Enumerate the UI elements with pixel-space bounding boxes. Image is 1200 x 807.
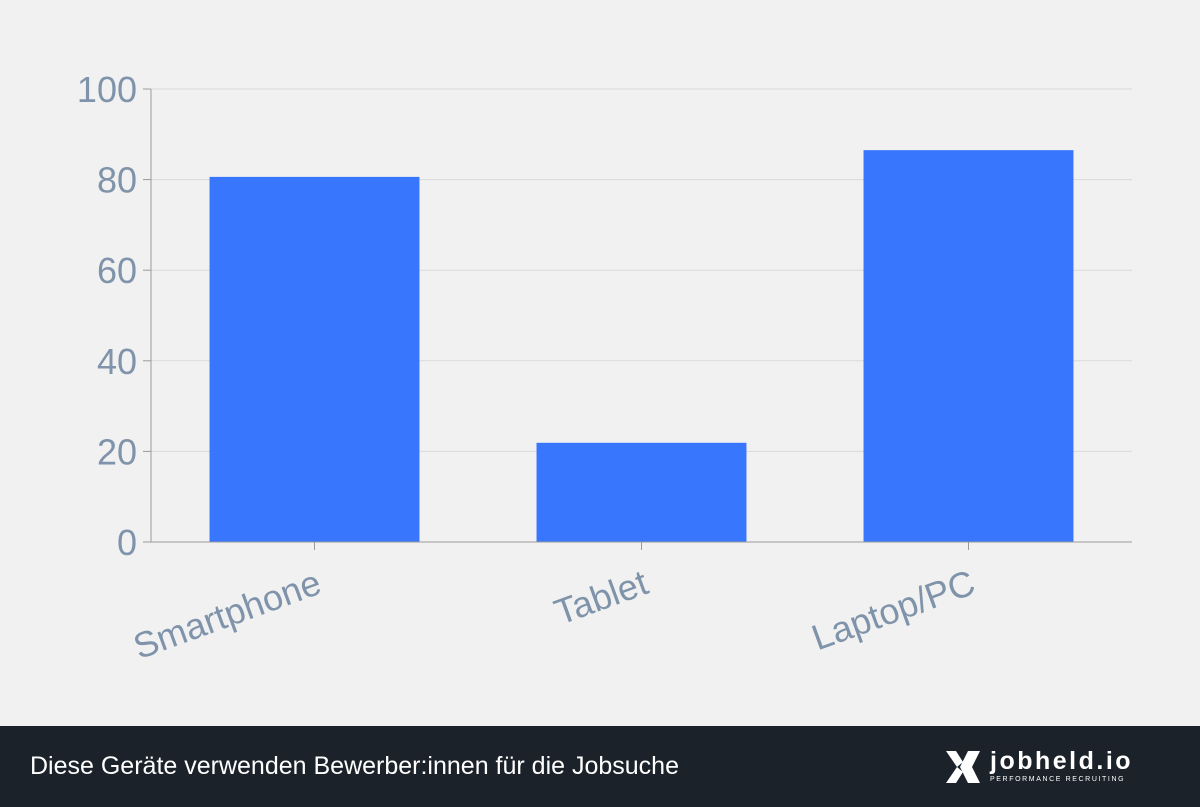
chart-canvas: 0 20 40 60 80 100 Smartphone Tablet Laptop/PC	[77, 69, 1132, 667]
axes	[143, 88, 1132, 550]
x-tick-label: Tablet	[549, 561, 653, 632]
y-tick-label: 0	[117, 522, 137, 563]
brand-tagline: PERFORMANCE RECRUITING	[990, 776, 1126, 783]
x-tick-label: Smartphone	[128, 561, 326, 667]
x-tick-label: Laptop/PC	[806, 561, 980, 658]
bar-laptop-pc	[863, 150, 1074, 542]
footer-bar: Diese Geräte verwenden Bewerber:innen fü…	[0, 726, 1200, 807]
bar-tablet	[536, 442, 747, 542]
y-tick-label: 80	[97, 160, 137, 201]
bar-smartphone	[209, 176, 420, 542]
brand-name: jobheld.io	[990, 747, 1134, 775]
bar-chart: 0 20 40 60 80 100 Smartphone Tablet Laptop/PC	[77, 69, 1132, 667]
y-tick-label: 100	[77, 69, 137, 110]
footer-caption: Diese Geräte verwenden Bewerber:innen fü…	[30, 752, 679, 780]
brand-logo: jobheld.io PERFORMANCE RECRUITING	[946, 726, 1186, 807]
jobheld-logo-icon	[946, 751, 980, 783]
y-tick-label: 40	[97, 341, 137, 382]
y-tick-label: 60	[97, 250, 137, 291]
bars	[209, 150, 1074, 542]
y-tick-label: 20	[97, 431, 137, 472]
